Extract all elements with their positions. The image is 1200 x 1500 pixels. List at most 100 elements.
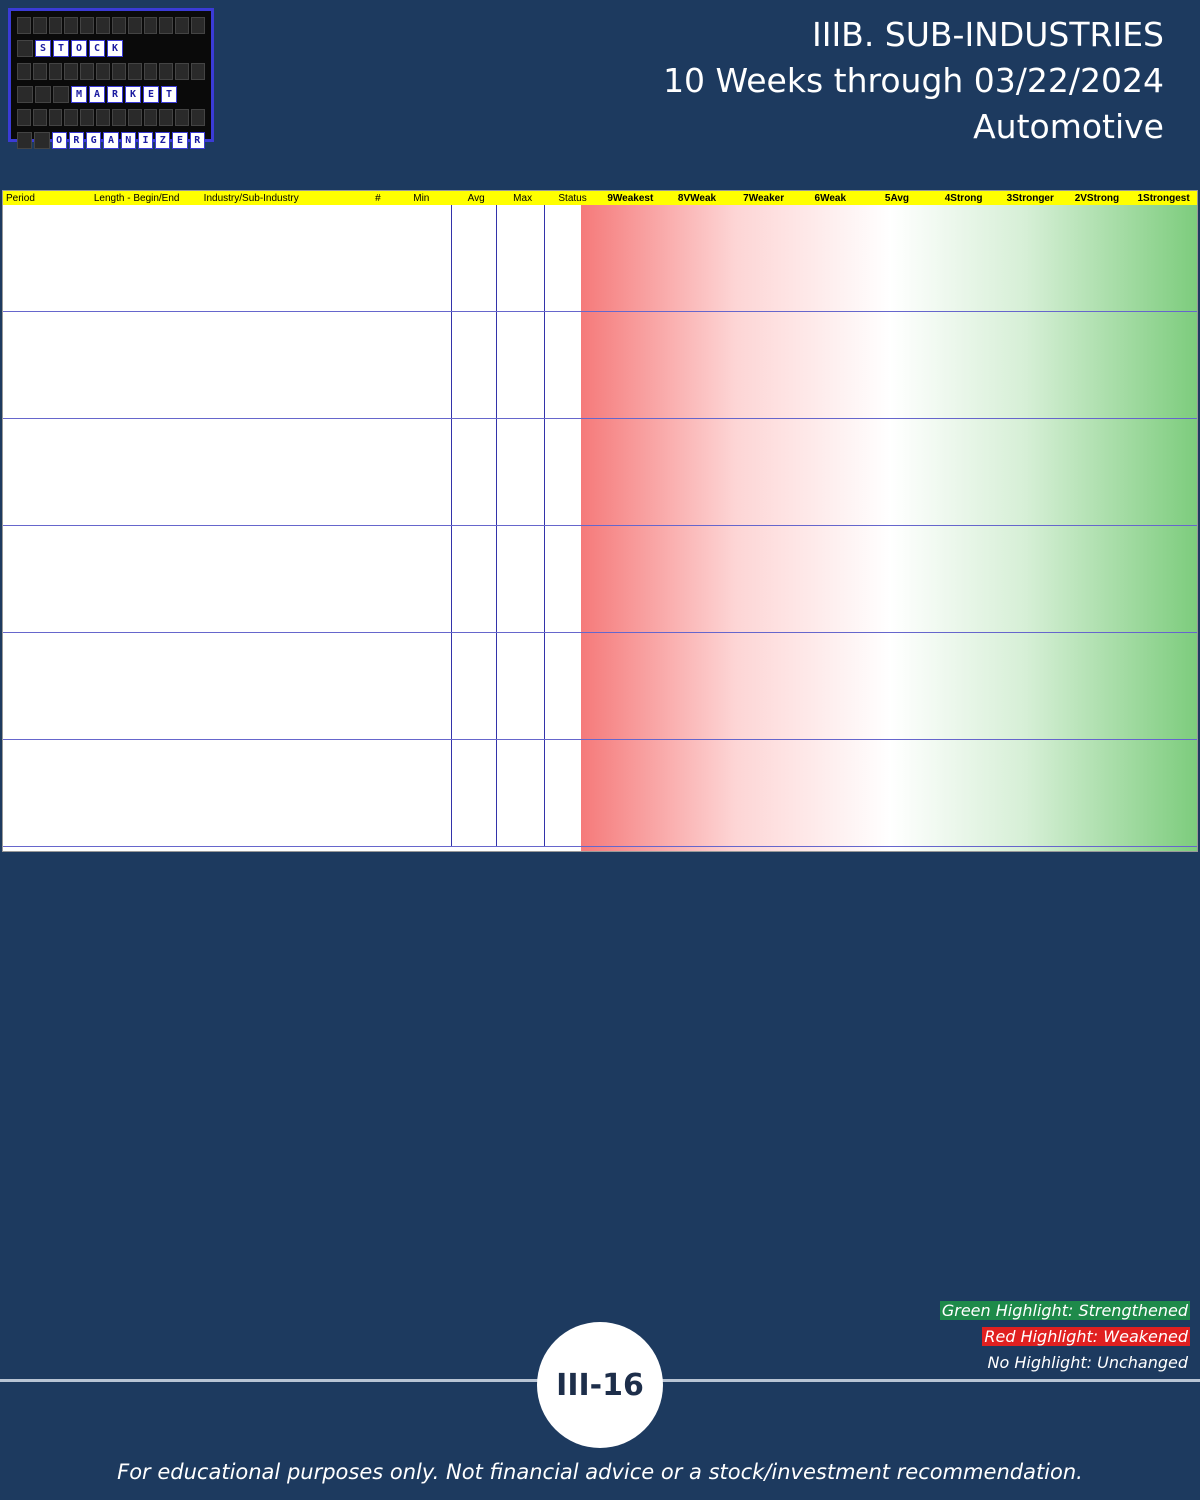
logo-letter: N — [120, 132, 136, 149]
table-row — [3, 675, 1197, 686]
table-row — [3, 621, 1197, 632]
row-group — [3, 311, 1197, 419]
logo-letter: A — [89, 86, 105, 103]
table-row — [3, 824, 1197, 836]
logo-letter: O — [51, 132, 67, 149]
legend-strengthened: Green Highlight: Strengthened — [939, 1301, 1190, 1320]
table-row — [3, 268, 1197, 280]
zone-header-2: 8VWeak — [677, 192, 717, 204]
table-row — [3, 461, 1197, 472]
table-row — [3, 610, 1197, 622]
table-row — [3, 803, 1197, 814]
table-row — [3, 322, 1197, 334]
col-period: Period — [6, 192, 35, 204]
legend-unchanged: No Highlight: Unchanged — [987, 1353, 1188, 1372]
table-row — [3, 717, 1197, 729]
row-group — [3, 525, 1197, 633]
table-row — [3, 236, 1197, 248]
table-row — [3, 547, 1197, 558]
col-industry: Industry/Sub-Industry — [203, 192, 299, 204]
table-row — [3, 375, 1197, 387]
page-titles: IIIB. SUB-INDUSTRIES 10 Weeks through 03… — [663, 12, 1164, 150]
logo-letter: C — [89, 40, 105, 57]
zone-header-8: 2VStrong — [1074, 192, 1120, 204]
disclaimer-footer: For educational purposes only. Not finan… — [117, 1460, 1083, 1484]
zone-header-9: 1Strongest — [1137, 192, 1190, 204]
section-title: IIIB. SUB-INDUSTRIES — [811, 15, 1164, 54]
table-row — [3, 396, 1197, 408]
table-row — [3, 728, 1197, 739]
table-row — [3, 557, 1197, 569]
table-row — [3, 578, 1197, 590]
col-min: Min — [413, 192, 430, 204]
table-row — [3, 354, 1197, 365]
row-group — [3, 632, 1197, 740]
logo-letter: Z — [155, 132, 171, 149]
zone-header-1: 9Weakest — [607, 192, 654, 204]
zone-header-5: 5Avg — [884, 192, 910, 204]
table-row — [3, 782, 1197, 793]
table-row — [3, 418, 1197, 430]
table-row — [3, 664, 1197, 676]
zone-header-4: 6Weak — [814, 192, 847, 204]
table-row — [3, 440, 1197, 451]
table-body — [3, 205, 1197, 847]
table-row — [3, 760, 1197, 772]
table-row — [3, 450, 1197, 462]
strength-gradient — [581, 205, 1197, 851]
table-row — [3, 685, 1197, 697]
table-row — [3, 536, 1197, 547]
logo-letter: I — [137, 132, 154, 149]
table-row — [3, 706, 1197, 718]
legend-weakened: Red Highlight: Weakened — [982, 1327, 1190, 1346]
logo-letter: R — [68, 132, 85, 149]
table-row — [3, 653, 1197, 665]
table-row — [3, 589, 1197, 600]
logo-letter: T — [161, 86, 177, 103]
table-row — [3, 311, 1197, 323]
row-group — [3, 418, 1197, 526]
table-row — [3, 215, 1197, 227]
table-row — [3, 289, 1197, 301]
logo-letter: E — [143, 86, 159, 103]
table-row — [3, 279, 1197, 290]
table-row — [3, 343, 1197, 355]
table-row — [3, 813, 1197, 825]
table-row — [3, 333, 1197, 344]
col-status: Status — [558, 192, 587, 204]
table-header: Period Length - Begin/End Industry/Sub-I… — [3, 191, 1197, 205]
table-row — [3, 247, 1197, 258]
logo-letter: O — [71, 40, 87, 57]
logo-letter: R — [189, 132, 205, 149]
logo-letter: E — [172, 132, 188, 149]
table-row — [3, 482, 1197, 494]
table-row — [3, 226, 1197, 237]
table-row — [3, 739, 1197, 751]
table-row — [3, 300, 1197, 311]
row-group — [3, 739, 1197, 847]
zone-header-6: 4Strong — [944, 192, 983, 204]
zone-header-3: 7Weaker — [743, 192, 785, 204]
logo-letter: T — [53, 40, 69, 57]
logo-letter: K — [107, 40, 123, 57]
logo-letter: R — [107, 86, 123, 103]
zone-header-7: 3Stronger — [1006, 192, 1054, 204]
industry-title: Automotive — [973, 107, 1164, 146]
col-avg: Avg — [467, 192, 485, 204]
period-title: 10 Weeks through 03/22/2024 — [663, 61, 1164, 100]
table-row — [3, 407, 1197, 418]
row-group — [3, 205, 1197, 312]
table-row — [3, 632, 1197, 644]
table-row — [3, 257, 1197, 269]
table-row — [3, 493, 1197, 504]
table-row — [3, 792, 1197, 804]
table-row — [3, 568, 1197, 579]
table-row — [3, 771, 1197, 783]
logo-letter: A — [103, 132, 119, 149]
col-count: # — [375, 192, 381, 204]
table-row — [3, 471, 1197, 483]
table-row — [3, 696, 1197, 707]
table-row — [3, 514, 1197, 525]
table-row — [3, 599, 1197, 611]
